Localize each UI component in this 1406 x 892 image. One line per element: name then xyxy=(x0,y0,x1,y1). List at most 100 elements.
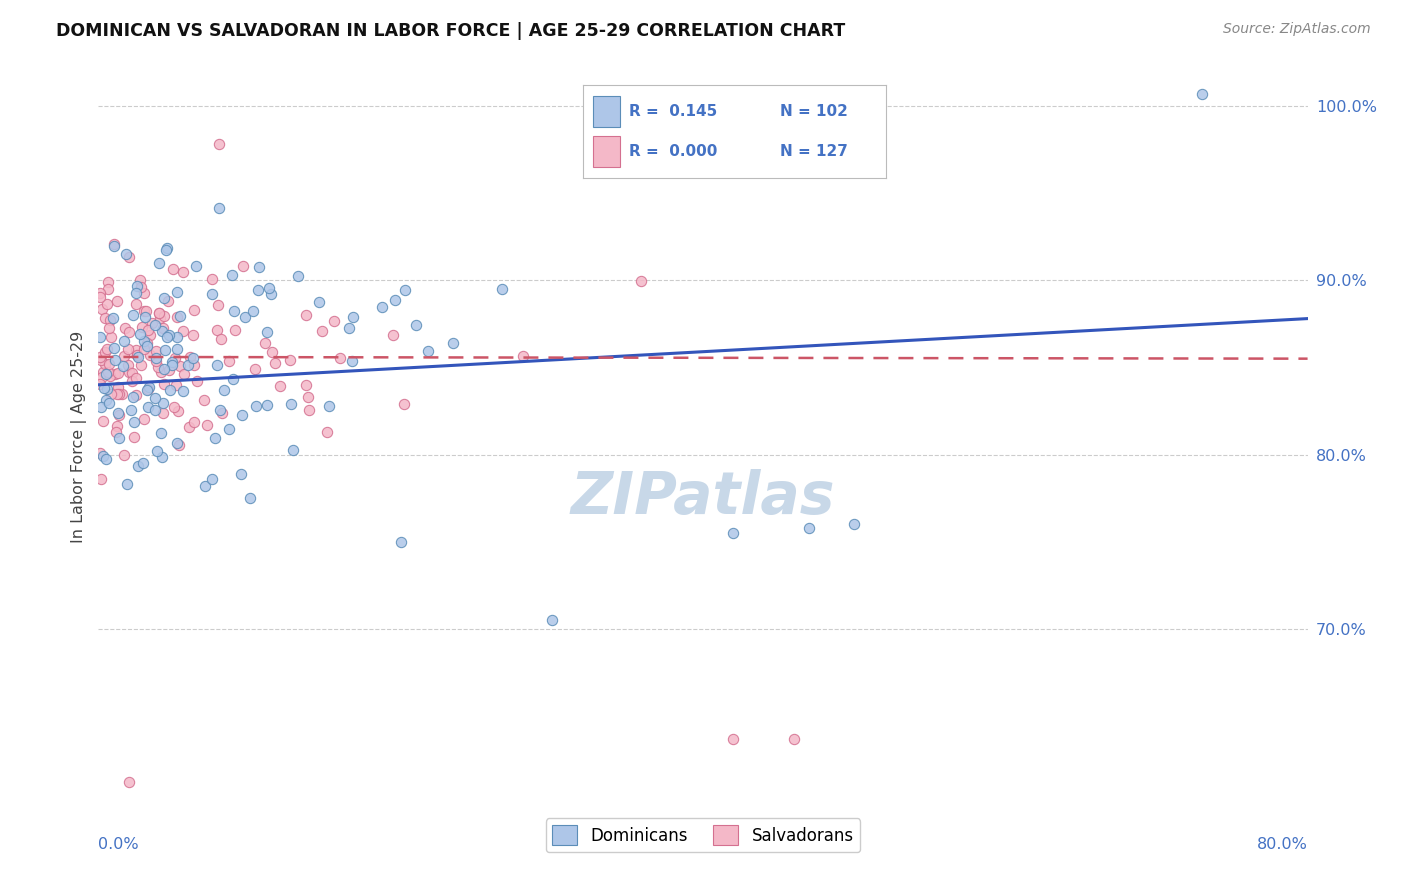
Point xyxy=(179,350,201,364)
Point xyxy=(322,314,344,328)
Point xyxy=(209,332,232,346)
Y-axis label: In Labor Force | Age 25-29: In Labor Force | Age 25-29 xyxy=(72,331,87,543)
Point xyxy=(138,323,160,337)
Point xyxy=(117,343,139,357)
Point xyxy=(143,391,166,405)
Point xyxy=(105,425,128,440)
Point xyxy=(260,345,283,359)
Point xyxy=(89,330,111,344)
Point xyxy=(127,350,149,364)
Point xyxy=(166,285,188,299)
Point xyxy=(98,313,121,327)
Point xyxy=(117,326,139,340)
Point xyxy=(166,342,188,356)
Point xyxy=(150,425,173,440)
Point xyxy=(287,269,309,284)
Point xyxy=(162,262,184,277)
Point xyxy=(416,344,439,359)
Point xyxy=(127,279,149,293)
Point xyxy=(121,390,143,404)
Point xyxy=(157,293,180,308)
Point xyxy=(103,311,125,326)
Point xyxy=(134,303,156,318)
Point xyxy=(152,396,174,410)
Point xyxy=(125,343,148,358)
Point xyxy=(169,310,191,324)
Point xyxy=(148,306,170,320)
Point xyxy=(97,396,120,410)
Point xyxy=(1191,87,1213,101)
Point xyxy=(165,351,187,366)
Point xyxy=(153,309,176,323)
Point xyxy=(124,430,146,444)
Point xyxy=(153,291,176,305)
Point xyxy=(136,336,159,351)
Point xyxy=(117,358,139,372)
Point xyxy=(183,351,205,366)
Point xyxy=(318,399,340,413)
Point xyxy=(160,355,183,369)
Point xyxy=(94,392,117,407)
Point xyxy=(97,282,120,296)
Point xyxy=(135,304,157,318)
Point xyxy=(98,357,121,371)
Point xyxy=(103,239,125,253)
Point xyxy=(105,294,128,309)
Text: N = 102: N = 102 xyxy=(780,104,848,120)
Point xyxy=(381,328,404,343)
Point xyxy=(139,327,162,342)
Point xyxy=(844,517,866,532)
Point xyxy=(121,366,143,380)
Point xyxy=(194,479,217,493)
Point xyxy=(260,286,283,301)
Point xyxy=(94,357,117,371)
Point xyxy=(723,525,745,540)
Point xyxy=(132,456,155,470)
Point xyxy=(89,377,111,392)
Point xyxy=(111,359,134,373)
Point xyxy=(132,342,155,356)
Point xyxy=(166,329,188,343)
Point xyxy=(148,310,170,325)
Point xyxy=(89,290,111,304)
Point xyxy=(148,256,170,270)
Point xyxy=(125,388,148,402)
Point xyxy=(114,349,136,363)
Point xyxy=(112,334,135,349)
Text: N = 127: N = 127 xyxy=(780,144,848,159)
Point xyxy=(512,349,534,363)
Point xyxy=(121,308,143,322)
Point xyxy=(143,318,166,333)
Point xyxy=(127,348,149,362)
Point xyxy=(96,382,118,396)
Point xyxy=(91,414,114,428)
Point xyxy=(256,398,278,412)
Point xyxy=(105,387,128,401)
Point xyxy=(134,310,156,324)
Point xyxy=(91,369,114,384)
Point xyxy=(163,400,186,414)
Point xyxy=(115,477,138,491)
Point xyxy=(269,378,291,392)
Point xyxy=(148,305,170,319)
Point xyxy=(125,371,148,385)
Point xyxy=(298,403,321,417)
Point xyxy=(138,379,160,393)
Point xyxy=(97,365,120,379)
Point xyxy=(117,365,139,379)
Point xyxy=(239,491,262,505)
Point xyxy=(115,247,138,261)
Point xyxy=(214,383,236,397)
Point xyxy=(329,351,352,365)
Point xyxy=(89,445,111,459)
Point xyxy=(207,298,229,312)
Point xyxy=(394,283,416,297)
Point xyxy=(204,431,226,445)
Point xyxy=(183,358,205,372)
Point xyxy=(295,377,318,392)
Point xyxy=(131,359,153,373)
Point xyxy=(104,353,127,368)
Point xyxy=(145,351,167,365)
Point xyxy=(152,321,174,335)
Point xyxy=(231,467,253,481)
